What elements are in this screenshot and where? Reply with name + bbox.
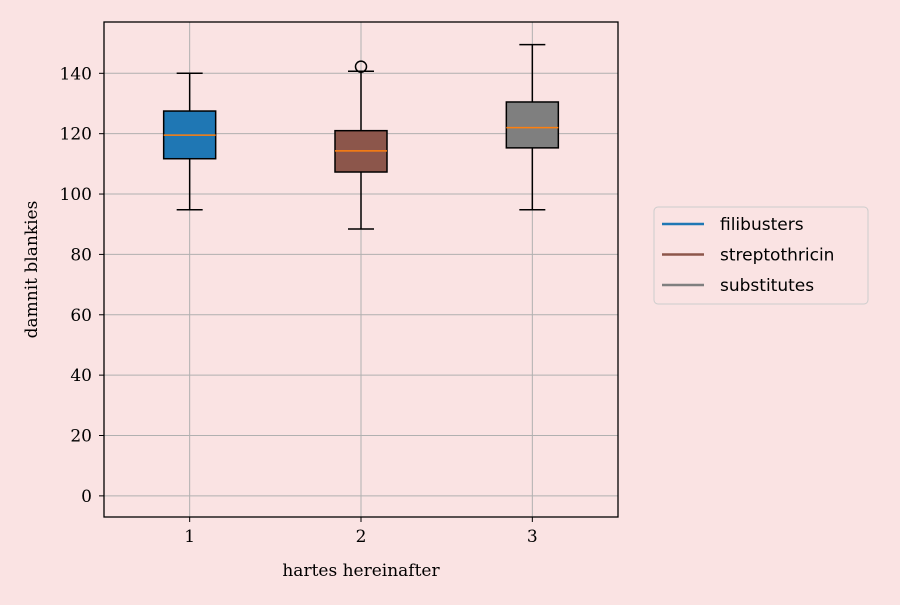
outlier-point bbox=[354, 60, 368, 73]
legend-frame bbox=[653, 206, 869, 305]
plot-frame bbox=[103, 21, 619, 518]
y-tick-label: 140 bbox=[60, 64, 92, 84]
legend-label: streptothricin bbox=[720, 246, 834, 266]
x-tick-label: 1 bbox=[184, 527, 195, 547]
box-substitutes bbox=[505, 43, 560, 211]
x-tick-label: 3 bbox=[527, 527, 538, 547]
box-body bbox=[505, 101, 560, 149]
y-tick-label: 20 bbox=[70, 427, 92, 447]
y-tick-label: 80 bbox=[70, 245, 92, 265]
legend: filibusters streptothricin substitutes bbox=[653, 206, 869, 305]
legend-label: substitutes bbox=[720, 276, 814, 296]
y-axis-ticks: 0 20 40 60 80 100 120 140 bbox=[60, 64, 104, 507]
legend-label: filibusters bbox=[720, 215, 804, 235]
y-tick-label: 60 bbox=[70, 306, 92, 326]
box-filibusters bbox=[162, 72, 217, 211]
y-tick-label: 40 bbox=[70, 366, 92, 386]
x-axis-label: hartes hereinafter bbox=[282, 561, 440, 581]
boxes bbox=[162, 43, 560, 230]
y-tick-label: 120 bbox=[60, 125, 92, 145]
x-axis-ticks: 1 2 3 bbox=[184, 517, 538, 547]
y-tick-label: 0 bbox=[81, 487, 92, 507]
y-axis-label: damnit blankies bbox=[22, 201, 42, 339]
box-streptothricin bbox=[334, 60, 388, 230]
x-tick-label: 2 bbox=[356, 527, 367, 547]
y-tick-label: 100 bbox=[60, 185, 92, 205]
